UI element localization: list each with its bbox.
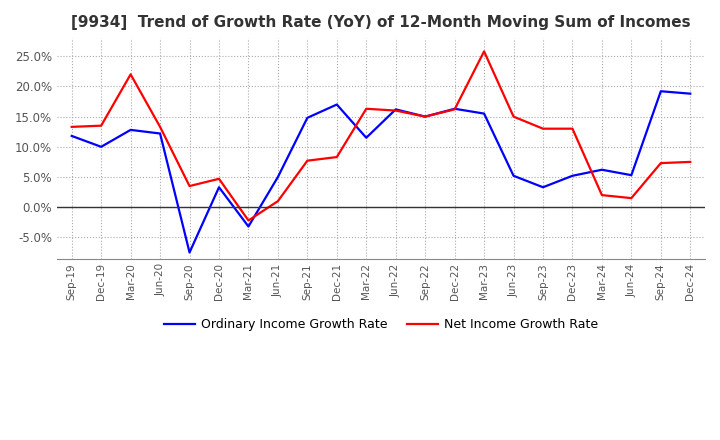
Net Income Growth Rate [421, 114, 430, 119]
Net Income Growth Rate [185, 183, 194, 189]
Net Income Growth Rate [68, 124, 76, 129]
Net Income Growth Rate [657, 161, 665, 166]
Net Income Growth Rate [303, 158, 312, 163]
Net Income Growth Rate [598, 192, 606, 198]
Ordinary Income Growth Rate [509, 173, 518, 179]
Net Income Growth Rate [568, 126, 577, 131]
Line: Net Income Growth Rate: Net Income Growth Rate [72, 51, 690, 220]
Legend: Ordinary Income Growth Rate, Net Income Growth Rate: Ordinary Income Growth Rate, Net Income … [159, 313, 603, 336]
Ordinary Income Growth Rate [392, 107, 400, 112]
Ordinary Income Growth Rate [657, 88, 665, 94]
Ordinary Income Growth Rate [421, 114, 430, 119]
Ordinary Income Growth Rate [686, 91, 695, 96]
Ordinary Income Growth Rate [303, 115, 312, 121]
Net Income Growth Rate [450, 107, 459, 112]
Net Income Growth Rate [244, 218, 253, 223]
Ordinary Income Growth Rate [480, 111, 488, 116]
Ordinary Income Growth Rate [244, 224, 253, 229]
Ordinary Income Growth Rate [539, 185, 547, 190]
Ordinary Income Growth Rate [333, 102, 341, 107]
Ordinary Income Growth Rate [185, 250, 194, 255]
Net Income Growth Rate [509, 114, 518, 119]
Net Income Growth Rate [97, 123, 106, 128]
Ordinary Income Growth Rate [362, 135, 371, 140]
Ordinary Income Growth Rate [274, 174, 282, 180]
Ordinary Income Growth Rate [598, 167, 606, 172]
Net Income Growth Rate [480, 49, 488, 54]
Line: Ordinary Income Growth Rate: Ordinary Income Growth Rate [72, 91, 690, 253]
Ordinary Income Growth Rate [450, 106, 459, 111]
Net Income Growth Rate [627, 195, 636, 201]
Ordinary Income Growth Rate [627, 172, 636, 178]
Ordinary Income Growth Rate [126, 127, 135, 132]
Net Income Growth Rate [539, 126, 547, 131]
Ordinary Income Growth Rate [215, 185, 223, 190]
Net Income Growth Rate [274, 198, 282, 204]
Net Income Growth Rate [333, 154, 341, 160]
Net Income Growth Rate [126, 72, 135, 77]
Title: [9934]  Trend of Growth Rate (YoY) of 12-Month Moving Sum of Incomes: [9934] Trend of Growth Rate (YoY) of 12-… [71, 15, 690, 30]
Net Income Growth Rate [686, 159, 695, 165]
Net Income Growth Rate [392, 108, 400, 113]
Ordinary Income Growth Rate [68, 133, 76, 139]
Ordinary Income Growth Rate [568, 173, 577, 179]
Net Income Growth Rate [156, 124, 164, 129]
Ordinary Income Growth Rate [97, 144, 106, 150]
Net Income Growth Rate [362, 106, 371, 111]
Ordinary Income Growth Rate [156, 131, 164, 136]
Net Income Growth Rate [215, 176, 223, 181]
